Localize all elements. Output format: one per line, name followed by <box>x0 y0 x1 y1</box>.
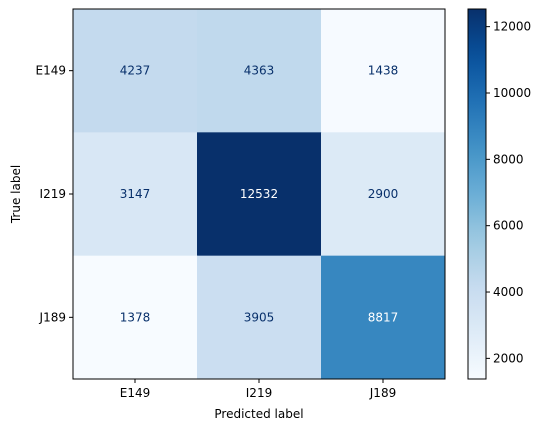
heatmap-cell <box>73 9 198 133</box>
heatmap-cell <box>321 132 446 257</box>
heatmap-cell <box>321 9 446 133</box>
cell-value-label: 12532 <box>240 187 278 201</box>
x-axis-label: Predicted label <box>214 407 303 421</box>
x-tick-label: I219 <box>246 386 272 400</box>
heatmap-cell <box>197 132 322 257</box>
colorbar-tick-label: 8000 <box>493 152 524 166</box>
cell-value-label: 4237 <box>120 64 151 78</box>
heatmap-cell <box>197 255 322 380</box>
cell-value-label: 1438 <box>368 64 399 78</box>
colorbar-gradient <box>467 8 487 380</box>
heatmap-cells <box>73 9 446 380</box>
colorbar-tick-label: 10000 <box>493 86 531 100</box>
cell-value-label: 4363 <box>244 64 275 78</box>
colorbar-tick-label: 12000 <box>493 20 531 34</box>
cell-value-label: 3905 <box>244 310 275 324</box>
heatmap-cell <box>321 255 446 380</box>
x-tick-label: J189 <box>369 386 396 400</box>
y-axis: E149 I219 J189 <box>36 64 73 324</box>
x-tick-label: E149 <box>120 386 151 400</box>
cell-value-label: 3147 <box>120 187 151 201</box>
heatmap-cell <box>73 255 198 380</box>
y-tick-label: E149 <box>36 64 67 78</box>
cell-value-label: 1378 <box>120 310 151 324</box>
heatmap-cell <box>73 132 198 257</box>
cell-value-label: 8817 <box>368 310 399 324</box>
y-tick-label: I219 <box>40 187 66 201</box>
colorbar: 2000 4000 6000 8000 10000 12000 <box>467 8 531 380</box>
colorbar-tick-label: 6000 <box>493 219 524 233</box>
y-tick-label: J189 <box>39 310 66 324</box>
heatmap-cell <box>197 9 322 133</box>
cell-value-label: 2900 <box>368 187 399 201</box>
colorbar-tick-label: 2000 <box>493 351 524 365</box>
colorbar-tick-label: 4000 <box>493 285 524 299</box>
cell-value-labels: 4237 4363 1438 3147 12532 2900 1378 3905 8817 <box>120 64 399 325</box>
y-axis-label: True label <box>9 165 23 224</box>
x-axis: E149 I219 J189 <box>120 379 396 400</box>
